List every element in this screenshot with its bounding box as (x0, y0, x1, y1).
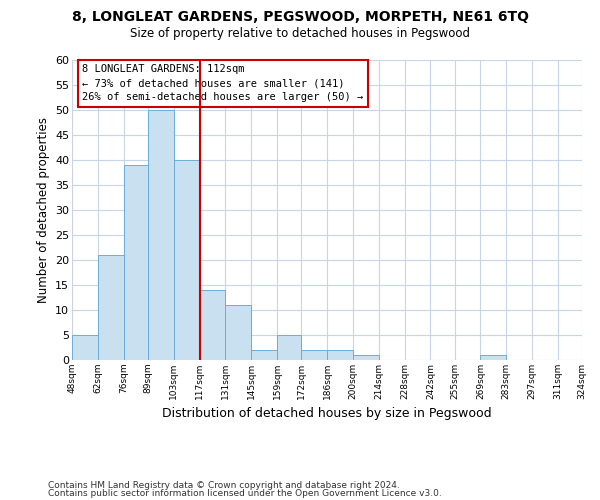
Bar (481, 355, 506, 360)
Y-axis label: Number of detached properties: Number of detached properties (37, 117, 50, 303)
Bar (301, 350, 327, 360)
Bar (173, 160, 199, 360)
Bar (327, 350, 353, 360)
Bar (277, 335, 301, 360)
Bar (226, 305, 251, 360)
Bar (72, 335, 98, 360)
Text: 8 LONGLEAT GARDENS: 112sqm
← 73% of detached houses are smaller (141)
26% of sem: 8 LONGLEAT GARDENS: 112sqm ← 73% of deta… (82, 64, 364, 102)
Bar (98, 255, 124, 360)
Text: 8, LONGLEAT GARDENS, PEGSWOOD, MORPETH, NE61 6TQ: 8, LONGLEAT GARDENS, PEGSWOOD, MORPETH, … (71, 10, 529, 24)
Text: Contains public sector information licensed under the Open Government Licence v3: Contains public sector information licen… (48, 489, 442, 498)
X-axis label: Distribution of detached houses by size in Pegswood: Distribution of detached houses by size … (162, 408, 492, 420)
Text: Size of property relative to detached houses in Pegswood: Size of property relative to detached ho… (130, 28, 470, 40)
Bar (199, 290, 226, 360)
Bar (148, 110, 173, 360)
Bar (251, 350, 277, 360)
Text: Contains HM Land Registry data © Crown copyright and database right 2024.: Contains HM Land Registry data © Crown c… (48, 480, 400, 490)
Bar (353, 355, 379, 360)
Bar (124, 165, 148, 360)
